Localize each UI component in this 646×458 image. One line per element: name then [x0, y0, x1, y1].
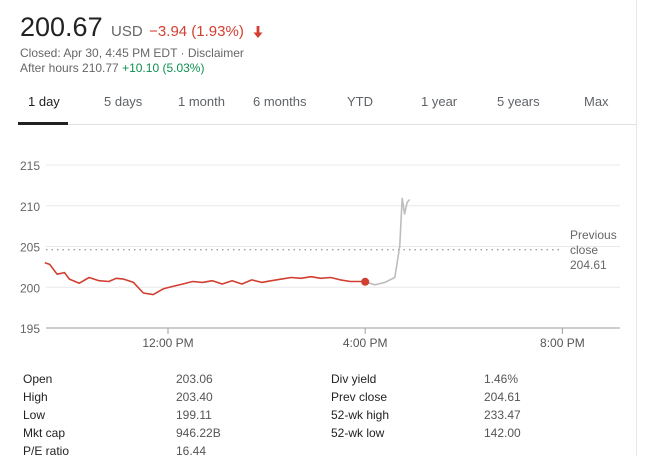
range-tabs: 1 day 5 days 1 month 6 months YTD 1 year…	[18, 88, 636, 125]
stat-label: Prev close	[331, 390, 388, 404]
after-hours-info: After hours 210.77 +10.10 (5.03%)	[20, 61, 204, 75]
stat-label: Div yield	[331, 372, 377, 386]
stat-value: 233.47	[484, 408, 521, 422]
close-point-marker	[361, 277, 370, 286]
stat-value: 199.11	[176, 408, 212, 422]
closed-time: Closed: Apr 30, 4:45 PM EDT · Disclaimer	[20, 46, 244, 60]
stat-value: 16.44	[176, 444, 207, 458]
price-change: −3.94 (1.93%)	[149, 23, 244, 40]
previous-close-label: 204.61	[570, 258, 607, 272]
closed-time-text: Closed: Apr 30, 4:45 PM EDT · Disclaimer	[20, 46, 244, 60]
stat-label: P/E ratio	[23, 444, 70, 458]
x-tick-label: 12:00 PM	[142, 336, 193, 350]
stat-value: 946.22B	[176, 426, 221, 440]
stat-value: 204.61	[484, 390, 521, 404]
active-tab-indicator	[18, 122, 68, 125]
after-hours-line	[364, 197, 411, 286]
stat-value: 203.40	[176, 390, 213, 404]
stat-value: 203.06	[176, 372, 213, 386]
currency-label: USD	[111, 23, 143, 40]
stat-label: Low	[23, 408, 46, 422]
after-hours-change: +10.10 (5.03%)	[122, 61, 205, 75]
stat-label: 52-wk low	[331, 426, 385, 440]
current-price: 200.67	[20, 12, 103, 42]
stat-label: High	[23, 390, 48, 404]
tab-1-day[interactable]: 1 day	[28, 94, 60, 109]
y-tick-label: 200	[20, 281, 40, 295]
stat-label: 52-wk high	[331, 408, 390, 422]
x-tick-label: 4:00 PM	[343, 336, 388, 350]
tab-6-months[interactable]: 6 months	[253, 94, 307, 109]
regular-hours-line	[44, 262, 366, 296]
tab-5-days[interactable]: 5 days	[104, 94, 143, 109]
y-tick-label: 215	[20, 159, 40, 173]
tab-5-years[interactable]: 5 years	[497, 94, 540, 109]
y-tick-label: 205	[20, 241, 40, 255]
tab-1-year[interactable]: 1 year	[421, 94, 458, 109]
stat-label: Open	[23, 372, 53, 386]
panel-right-border	[636, 0, 637, 456]
stat-value: 142.00	[484, 426, 521, 440]
x-tick-label: 8:00 PM	[540, 336, 585, 350]
y-tick-label: 195	[20, 322, 40, 336]
tab-max[interactable]: Max	[584, 94, 609, 109]
tab-1-month[interactable]: 1 month	[178, 94, 225, 109]
stat-value: 1.46%	[484, 372, 519, 386]
after-hours-price: After hours 210.77	[20, 61, 119, 75]
tab-ytd[interactable]: YTD	[347, 94, 373, 109]
price-chart[interactable]: 215 210 205 200 195 12:00 PM 4:00 PM 8:00 PM Pre…	[0, 140, 636, 360]
previous-close-label: close	[570, 243, 598, 257]
stat-label: Mkt cap	[23, 426, 66, 440]
price-header: 200.67 USD −3.94 (1.93%)	[20, 12, 263, 43]
previous-close-label: Previous	[570, 228, 617, 242]
y-tick-label: 210	[20, 200, 40, 214]
